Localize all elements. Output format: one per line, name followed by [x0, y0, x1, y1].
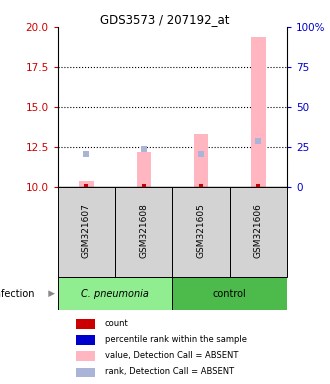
Bar: [58, 277, 173, 310]
Bar: [79, 181, 94, 187]
Bar: [76, 319, 95, 329]
Text: count: count: [105, 319, 128, 328]
Text: GSM321608: GSM321608: [139, 203, 148, 258]
Text: percentile rank within the sample: percentile rank within the sample: [105, 335, 247, 344]
Bar: [194, 134, 208, 187]
Text: GSM321605: GSM321605: [197, 203, 206, 258]
Text: rank, Detection Call = ABSENT: rank, Detection Call = ABSENT: [105, 367, 234, 376]
Bar: [173, 187, 230, 277]
Bar: [76, 351, 95, 361]
Bar: [76, 367, 95, 377]
Text: control: control: [213, 289, 247, 299]
Bar: [230, 187, 287, 277]
Bar: [251, 37, 266, 187]
Bar: [137, 152, 151, 187]
Bar: [115, 187, 173, 277]
Text: value, Detection Call = ABSENT: value, Detection Call = ABSENT: [105, 351, 238, 360]
Bar: [173, 277, 287, 310]
Text: infection: infection: [0, 289, 35, 299]
Bar: [58, 187, 115, 277]
Text: GSM321606: GSM321606: [254, 203, 263, 258]
Text: GDS3573 / 207192_at: GDS3573 / 207192_at: [100, 13, 230, 26]
Text: C. pneumonia: C. pneumonia: [81, 289, 149, 299]
Text: GSM321607: GSM321607: [82, 203, 91, 258]
Bar: [76, 335, 95, 345]
